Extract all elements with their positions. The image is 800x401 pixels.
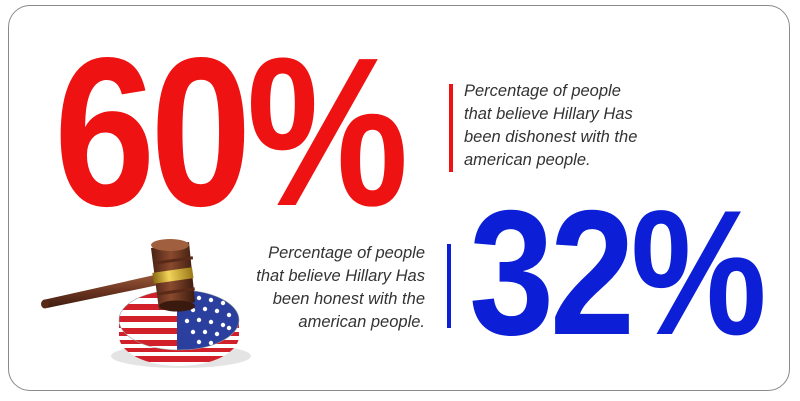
dishonest-divider <box>449 84 453 172</box>
gavel-icon <box>41 239 251 368</box>
honest-divider <box>447 244 451 328</box>
honest-caption-line: american people. <box>298 313 425 331</box>
infographic-card: 60% Percentage of people that believe Hi… <box>8 5 790 391</box>
honest-caption-line: been honest with the <box>272 290 425 308</box>
dishonest-percentage: 60% <box>54 13 409 250</box>
honest-caption-line: Percentage of people <box>268 244 425 262</box>
dishonest-caption-line: Percentage of people <box>464 82 621 100</box>
honest-caption-line: that believe Hillary Has <box>256 267 425 285</box>
dishonest-caption-line: american people. <box>464 151 591 169</box>
dishonest-caption-line: been dishonest with the <box>464 128 638 146</box>
dishonest-caption-line: that believe Hillary Has <box>464 105 633 123</box>
honest-caption: Percentage of people that believe Hillar… <box>256 242 425 334</box>
honest-percentage: 32% <box>469 173 767 372</box>
dishonest-caption: Percentage of people that believe Hillar… <box>464 80 637 172</box>
